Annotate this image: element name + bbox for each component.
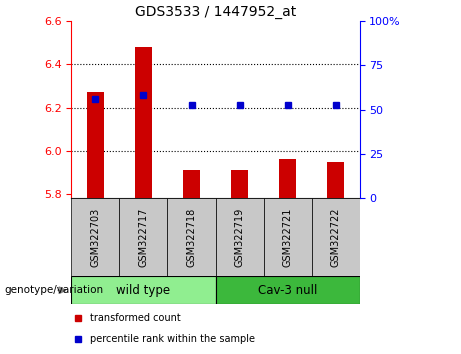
Bar [135, 47, 152, 198]
Text: GSM322717: GSM322717 [138, 207, 148, 267]
Bar [215, 276, 360, 304]
Text: Cav-3 null: Cav-3 null [258, 284, 317, 297]
Text: wild type: wild type [117, 284, 171, 297]
Bar [231, 170, 248, 198]
Bar [71, 198, 119, 276]
Bar [71, 276, 215, 304]
Text: genotype/variation: genotype/variation [5, 285, 104, 295]
Bar [327, 161, 344, 198]
Bar [87, 92, 104, 198]
Bar [264, 198, 312, 276]
Bar [312, 198, 360, 276]
Text: GSM322721: GSM322721 [283, 207, 293, 267]
Text: GSM322722: GSM322722 [331, 207, 341, 267]
Text: percentile rank within the sample: percentile rank within the sample [90, 334, 255, 344]
Text: GSM322703: GSM322703 [90, 207, 100, 267]
Bar [119, 198, 167, 276]
Title: GDS3533 / 1447952_at: GDS3533 / 1447952_at [135, 5, 296, 19]
Text: GSM322719: GSM322719 [235, 207, 244, 267]
Text: GSM322718: GSM322718 [187, 207, 196, 267]
Bar [183, 170, 200, 198]
Bar [167, 198, 215, 276]
Text: transformed count: transformed count [90, 313, 181, 323]
Bar [279, 159, 296, 198]
Bar [215, 198, 264, 276]
